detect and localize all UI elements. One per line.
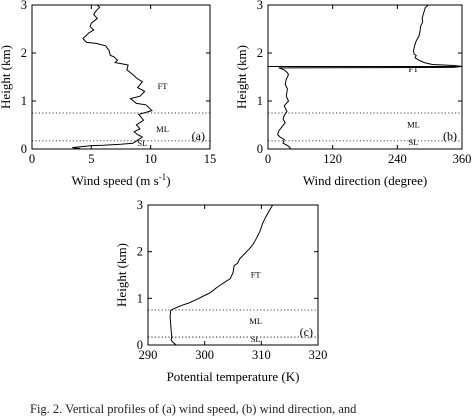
- y-tick-label-a-0: 0: [21, 142, 27, 156]
- y-tick-label-c-0: 0: [137, 338, 143, 352]
- panel-c: 290 300 310 320 0 1 2 3 FT ML SL (c) Height (km) Pote…: [114, 198, 327, 384]
- x-tick-label-b-0: 0: [265, 152, 271, 166]
- x-tick-label-a-2: 10: [144, 152, 157, 166]
- panel-label-b: (b): [443, 129, 457, 143]
- x-axis-label-main-c: Potential temperature (K): [167, 369, 300, 384]
- panel-label-c: (c): [300, 325, 313, 339]
- x-tick-label-c-2: 310: [252, 348, 271, 362]
- y-tick-label-c-3: 3: [137, 198, 143, 212]
- y-axis-label-c: Height (km): [114, 243, 129, 307]
- profile-line-b-0: [277, 4, 463, 150]
- layer-label-ml-b: ML: [407, 119, 420, 129]
- layer-label-sl-b: SL: [409, 137, 419, 147]
- layer-label-ml-c: ML: [249, 316, 262, 326]
- layer-label-ft-a: FT: [158, 81, 169, 91]
- layer-label-sl-a: SL: [137, 138, 147, 148]
- layer-label-sl-c: SL: [251, 334, 261, 344]
- plot-frame-b: [267, 4, 463, 150]
- x-tick-label-a-0: 0: [29, 152, 35, 166]
- x-tick-label-a-3: 15: [204, 152, 217, 166]
- plot-frame-c: [147, 204, 319, 346]
- profile-line-a-0: [72, 4, 153, 149]
- x-tick-label-a-1: 5: [88, 152, 94, 166]
- x-axis-label-sup-a: -1: [159, 172, 167, 182]
- x-axis-label-c: Potential temperature (K): [167, 369, 300, 384]
- figure-caption: Fig. 2. Vertical profiles of (a) wind sp…: [30, 402, 357, 416]
- x-axis-label-a: Wind speed (m s-1): [71, 172, 170, 188]
- y-tick-label-a-1: 1: [21, 94, 27, 108]
- y-tick-label-b-2: 2: [257, 46, 263, 60]
- y-tick-label-a-2: 2: [21, 46, 27, 60]
- y-tick-label-c-2: 2: [137, 245, 143, 259]
- x-tick-label-b-1: 120: [323, 152, 342, 166]
- x-tick-label-b-3: 360: [453, 152, 472, 166]
- y-axis-label-a: Height (km): [0, 45, 13, 109]
- x-axis-label-b: Wind direction (degree): [303, 173, 427, 188]
- x-axis-label-tail-a: ): [166, 173, 170, 188]
- y-tick-label-b-3: 3: [257, 0, 263, 12]
- y-tick-label-c-1: 1: [137, 291, 143, 305]
- x-axis-label-main-a: Wind speed (m s: [71, 173, 158, 188]
- y-tick-label-b-0: 0: [257, 142, 263, 156]
- x-tick-label-c-0: 290: [139, 348, 158, 362]
- x-tick-label-c-3: 320: [309, 348, 328, 362]
- y-axis-label-b: Height (km): [234, 45, 249, 109]
- layer-label-ft-c: FT: [251, 269, 262, 279]
- layer-label-ft-b: FT: [409, 64, 420, 74]
- plot-frame-a: [31, 4, 211, 150]
- x-axis-label-main-b: Wind direction (degree): [303, 173, 427, 188]
- panel-label-a: (a): [192, 129, 205, 143]
- panel-a: 0 5 10 15 0 1 2 3 FT ML SL (a) Height (km) Wind speed…: [0, 0, 216, 188]
- y-tick-label-a-3: 3: [21, 0, 27, 12]
- x-tick-label-b-2: 240: [388, 152, 407, 166]
- profile-line-c-0: [169, 204, 274, 346]
- y-tick-label-b-1: 1: [257, 94, 263, 108]
- panel-b: 0 120 240 360 0 1 2 3 FT ML SL (b) Height (km) Wind d…: [234, 0, 471, 188]
- layer-label-ml-a: ML: [156, 124, 169, 134]
- x-tick-label-c-1: 300: [195, 348, 214, 362]
